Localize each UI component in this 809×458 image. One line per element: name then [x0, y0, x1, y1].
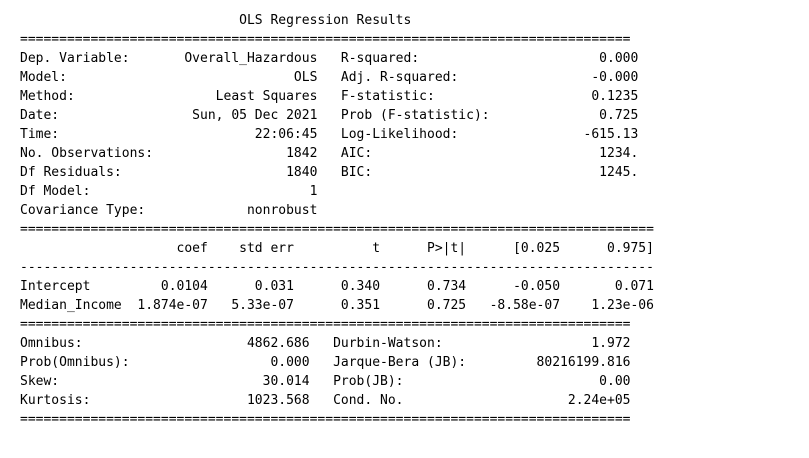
separator-line: ========================================… — [20, 317, 631, 332]
coef-table-row: Intercept 0.0104 0.031 0.340 0.734 -0.05… — [20, 279, 654, 294]
coef-table-header: coef std err t P>|t| [0.025 0.975] — [20, 241, 654, 256]
ols-regression-summary: OLS Regression Results =================… — [20, 11, 654, 429]
model-info-row: Df Model: 1 — [20, 184, 639, 199]
diagnostics-row: Skew: 30.014 Prob(JB): 0.00 — [20, 374, 631, 389]
separator-line: ========================================… — [20, 32, 631, 47]
dashed-separator: ----------------------------------------… — [20, 260, 654, 275]
model-info-row: Dep. Variable: Overall_Hazardous R-squar… — [20, 51, 639, 66]
model-info-row: Model: OLS Adj. R-squared: -0.000 — [20, 70, 639, 85]
model-info-row: Covariance Type: nonrobust — [20, 203, 639, 218]
model-info-row: Method: Least Squares F-statistic: 0.123… — [20, 89, 639, 104]
model-info-row: Date: Sun, 05 Dec 2021 Prob (F-statistic… — [20, 108, 639, 123]
model-info-row: Df Residuals: 1840 BIC: 1245. — [20, 165, 639, 180]
summary-title: OLS Regression Results — [20, 13, 631, 28]
coef-table-row: Median_Income 1.874e-07 5.33e-07 0.351 0… — [20, 298, 654, 313]
diagnostics-row: Prob(Omnibus): 0.000 Jarque-Bera (JB): 8… — [20, 355, 631, 370]
model-info-row: Time: 22:06:45 Log-Likelihood: -615.13 — [20, 127, 639, 142]
separator-line: ========================================… — [20, 412, 631, 427]
diagnostics-row: Omnibus: 4862.686 Durbin-Watson: 1.972 — [20, 336, 631, 351]
model-info-row: No. Observations: 1842 AIC: 1234. — [20, 146, 639, 161]
diagnostics-row: Kurtosis: 1023.568 Cond. No. 2.24e+05 — [20, 393, 631, 408]
separator-line: ========================================… — [20, 222, 654, 237]
